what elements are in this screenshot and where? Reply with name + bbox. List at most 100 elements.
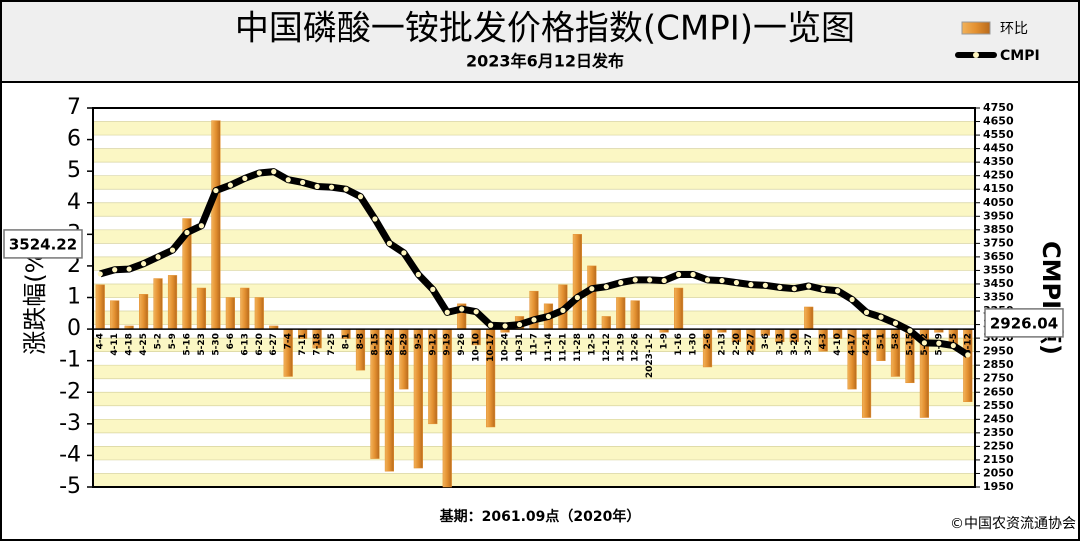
- x-tick-label: 3-13: [775, 333, 785, 356]
- x-tick-label: 7-25: [327, 333, 337, 356]
- y-tick-label: 2: [67, 253, 81, 278]
- y-tick-label: -5: [59, 474, 81, 499]
- cmpi-point: [386, 240, 393, 246]
- x-tick-label: 4-10: [833, 333, 843, 356]
- x-tick-label: 12-5: [587, 333, 597, 356]
- x-tick-label: 4-17: [848, 333, 858, 356]
- grid-band: [93, 202, 975, 217]
- grid-band: [93, 256, 975, 271]
- grid-band: [93, 446, 975, 460]
- bar: [110, 300, 120, 330]
- y2-tick-label: 2050: [983, 466, 1014, 479]
- x-tick-label: 10-31: [515, 333, 525, 362]
- grid-band: [93, 148, 975, 163]
- y-tick-label: -4: [59, 442, 81, 467]
- x-tick-label: 2-13: [717, 333, 727, 356]
- x-tick-label: 11-14: [544, 333, 554, 362]
- cmpi-point: [169, 247, 176, 253]
- grid-band: [93, 121, 975, 136]
- cmpi-point: [835, 288, 841, 294]
- x-tick-label: 4-3: [819, 333, 829, 349]
- cmpi-point: [907, 328, 913, 334]
- footer-note: 基期：2061.09点（2020年）: [440, 508, 641, 525]
- header-bg: [2, 2, 1078, 82]
- cmpi-point: [300, 179, 306, 186]
- cmpi-point: [603, 284, 609, 290]
- x-tick-label: 4-24: [862, 333, 872, 356]
- cmpi-point: [820, 286, 826, 292]
- x-tick-label: 8-22: [385, 333, 395, 356]
- x-tick-label: 12-12: [602, 333, 612, 362]
- cmpi-point: [806, 283, 812, 289]
- cmpi-point: [675, 271, 682, 278]
- y2-tick-label: 4350: [983, 155, 1014, 168]
- y-tick-label: 0: [67, 316, 81, 341]
- bar: [153, 278, 163, 330]
- legend-label: CMPI: [1000, 48, 1040, 64]
- cmpi-point: [574, 294, 580, 301]
- cmpi-point: [661, 277, 667, 284]
- x-tick-label: 9-26: [457, 333, 467, 356]
- x-tick-label: 12-26: [631, 333, 641, 362]
- cmpi-point: [97, 271, 103, 277]
- y2-tick-label: 3750: [983, 236, 1014, 249]
- y-tick-label: 5: [67, 158, 81, 183]
- cmpi-point: [285, 177, 291, 183]
- y-tick-label: 4: [67, 190, 81, 215]
- cmpi-point: [415, 271, 421, 278]
- cmpi-point: [618, 280, 624, 286]
- bar: [630, 300, 640, 330]
- x-tick-label: 6-6: [226, 333, 236, 349]
- cmpi-point: [560, 307, 566, 313]
- grid-band: [93, 473, 975, 487]
- bar: [601, 316, 611, 330]
- x-tick-label: 2-27: [746, 333, 756, 356]
- bar: [211, 120, 221, 330]
- bar: [95, 284, 105, 330]
- x-tick-label: 9-19: [443, 333, 453, 356]
- cmpi-point: [965, 352, 971, 358]
- cmpi-point: [112, 267, 118, 273]
- cmpi-point: [430, 286, 436, 292]
- y2-tick-label: 4750: [983, 101, 1014, 114]
- y-tick-label: 1: [67, 285, 81, 310]
- cmpi-point: [863, 309, 870, 315]
- plot-border: [92, 107, 976, 488]
- x-tick-label: 11-28: [573, 333, 583, 362]
- cmpi-point: [141, 261, 147, 267]
- y-tick-label: -3: [59, 411, 81, 436]
- cmpi-point: [256, 170, 262, 176]
- cmpi-point: [762, 282, 768, 288]
- y2-tick-label: 1950: [983, 480, 1014, 493]
- x-tick-label: 6-5: [949, 333, 959, 349]
- x-tick-label: 11-7: [530, 333, 540, 356]
- cmpi-point: [531, 317, 537, 323]
- legend-swatch: [961, 21, 991, 35]
- y2-tick-label: 3650: [983, 250, 1014, 263]
- chart-subtitle: 2023年6月12日发布: [466, 52, 624, 71]
- cmpi-point: [357, 194, 364, 200]
- x-tick-label: 10-10: [472, 333, 482, 362]
- y2-tick-label: 4450: [983, 142, 1014, 155]
- x-tick-label: 8-8: [356, 333, 366, 349]
- x-tick-label: 6-13: [240, 333, 250, 356]
- bar: [240, 287, 250, 330]
- x-tick-label: 7-4: [284, 333, 294, 349]
- x-tick-label: 5-2: [154, 333, 164, 349]
- annotation-box: [3, 229, 83, 259]
- annotation: 3524.22: [9, 235, 77, 253]
- bar: [254, 297, 264, 330]
- y2-tick-label: 4650: [983, 115, 1014, 128]
- cmpi-point: [227, 182, 233, 188]
- x-tick-label: 1-9: [660, 333, 670, 349]
- x-tick-label: 2-20: [732, 333, 742, 356]
- x-tick-label: 5-8: [891, 333, 901, 349]
- y2-tick-label: 2750: [983, 372, 1014, 385]
- bar: [139, 294, 149, 330]
- x-tick-label: 7-11: [298, 333, 308, 356]
- cmpi-point: [733, 280, 740, 286]
- cmpi-point: [473, 309, 479, 315]
- x-tick-label: 9-5: [414, 333, 424, 349]
- cmpi-point: [704, 277, 711, 283]
- cmpi-point: [401, 250, 407, 256]
